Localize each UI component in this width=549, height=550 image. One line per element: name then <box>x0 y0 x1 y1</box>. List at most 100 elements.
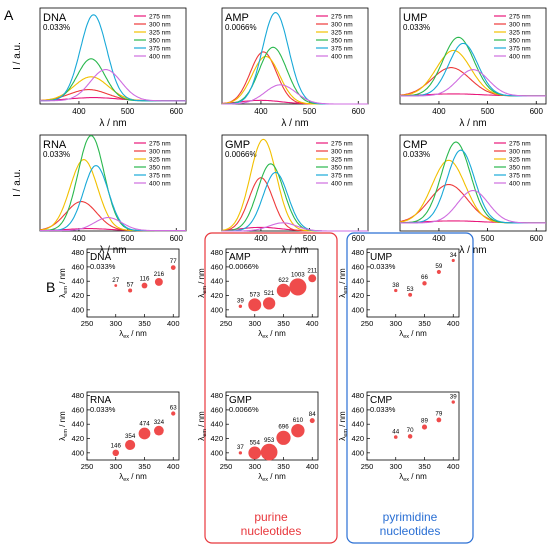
data-label: 116 <box>140 276 150 283</box>
y-tick-label: 440 <box>210 420 223 429</box>
plot-frame <box>366 391 460 461</box>
data-label: 622 <box>278 277 289 284</box>
legend-entry: 350 nm <box>331 165 353 172</box>
y-tick-label: 440 <box>351 277 364 286</box>
legend-entry: 300 nm <box>331 149 353 156</box>
legend-entry: 350 nm <box>149 165 171 172</box>
y-tick-label: 480 <box>351 248 364 257</box>
y-tick-label: 480 <box>210 391 223 400</box>
y-axis-label: λem / nm <box>197 411 208 441</box>
pyrimidine-label-line1: pyrimidine <box>383 510 438 524</box>
bubble-point <box>451 258 455 263</box>
panel-concentration: 0.0066% <box>225 150 257 159</box>
x-tick-label: 350 <box>418 319 431 328</box>
x-tick-label: 250 <box>81 462 94 471</box>
data-label: 38 <box>392 282 399 289</box>
y-tick-label: 460 <box>210 262 223 271</box>
series-line-400nm <box>400 190 546 224</box>
legend-entry: 375 nm <box>149 173 171 180</box>
panel-title: UMP <box>403 12 427 24</box>
x-axis-label: λex / nm <box>258 329 286 340</box>
plot-frame <box>39 134 187 232</box>
y-tick-label: 440 <box>210 277 223 286</box>
x-tick-label: 400 <box>72 234 86 243</box>
legend-entry: 400 nm <box>509 181 531 188</box>
data-label: 39 <box>450 393 457 400</box>
x-axis-label: λ / nm <box>459 118 486 129</box>
plot-frame <box>399 7 547 105</box>
panel-concentration: 0.0066% <box>225 23 257 32</box>
data-label: 216 <box>154 271 165 278</box>
panel-title: DNA <box>43 12 67 24</box>
y-tick-label: 400 <box>210 305 223 314</box>
legend-entry: 375 nm <box>509 173 531 180</box>
x-tick-label: 500 <box>481 234 495 243</box>
plot-frame <box>86 391 180 461</box>
panel-concentration: 0.0066% <box>229 262 259 271</box>
bubble-point <box>238 451 243 455</box>
data-label: 474 <box>139 421 150 428</box>
x-tick-label: 600 <box>352 107 366 116</box>
bubble-point <box>248 298 262 312</box>
panel-title: GMP <box>229 395 252 406</box>
bubble-point <box>154 425 164 436</box>
data-label: 63 <box>170 404 177 411</box>
panel-concentration: 0.0066% <box>229 405 259 414</box>
x-tick-label: 300 <box>389 319 402 328</box>
plot-frame <box>399 134 547 232</box>
bubble-point <box>260 443 278 461</box>
bubble-point <box>248 446 262 460</box>
data-label: 953 <box>264 437 275 444</box>
y-tick-label: 440 <box>71 277 84 286</box>
bubble-point <box>276 283 291 298</box>
panel-concentration: 0.033% <box>403 150 430 159</box>
x-tick-label: 600 <box>530 107 544 116</box>
y-tick-label: 420 <box>71 434 84 443</box>
bubble-point <box>276 430 291 445</box>
bubble-point <box>408 292 413 297</box>
x-tick-label: 300 <box>248 462 261 471</box>
panel-concentration: 0.033% <box>370 262 396 271</box>
x-axis-label: λ / nm <box>99 245 126 256</box>
legend-entry: 325 nm <box>149 30 171 37</box>
x-tick-label: 350 <box>277 462 290 471</box>
bubble-point <box>112 449 120 457</box>
y-tick-label: 480 <box>351 391 364 400</box>
x-tick-label: 400 <box>254 234 268 243</box>
legend-entry: 350 nm <box>509 165 531 172</box>
y-tick-label: 420 <box>210 291 223 300</box>
x-tick-label: 400 <box>167 462 180 471</box>
x-axis-label: λ / nm <box>459 245 486 256</box>
scatter-panel-ump: 250 300 350 400 400 420 440 460 480 λex / nm λem /… <box>338 248 460 340</box>
data-label: 573 <box>250 291 261 298</box>
x-axis-label: λex / nm <box>119 329 147 340</box>
legend-entry: 325 nm <box>509 157 531 164</box>
pyrimidine-group-box <box>346 232 474 544</box>
bubble-point <box>262 297 276 310</box>
bubble-point <box>128 288 133 293</box>
bubble-point <box>114 284 118 287</box>
bubble-point <box>171 411 176 416</box>
y-axis-label: λem / nm <box>58 268 69 298</box>
data-label: 39 <box>237 298 244 305</box>
x-tick-label: 400 <box>306 462 319 471</box>
x-tick-label: 400 <box>432 107 446 116</box>
panel-title: RNA <box>43 139 67 151</box>
legend-entry: 275 nm <box>149 14 171 21</box>
scatter-panel-amp: 250 300 350 400 400 420 440 460 480 λex / nm λem /… <box>197 248 319 340</box>
y-tick-label: 440 <box>351 420 364 429</box>
series-line-400nm <box>222 222 368 232</box>
x-tick-label: 250 <box>220 462 233 471</box>
y-axis-label: λem / nm <box>338 411 349 441</box>
bubble-point <box>451 400 455 404</box>
plot-frame <box>86 248 180 318</box>
data-label: 610 <box>293 417 304 424</box>
x-tick-label: 600 <box>530 234 544 243</box>
y-tick-label: 400 <box>71 448 84 457</box>
purine-group-box <box>204 232 338 544</box>
y-tick-label: 460 <box>71 405 84 414</box>
